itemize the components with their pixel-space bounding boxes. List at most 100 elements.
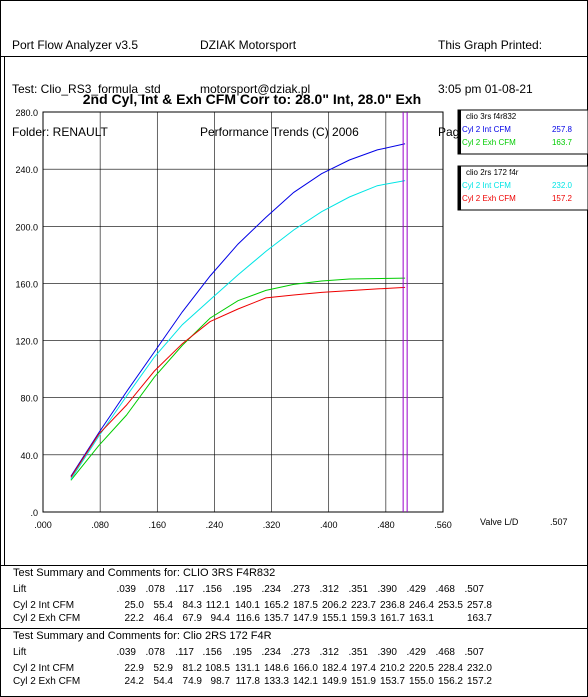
x-tick-label: .480	[377, 520, 395, 530]
table-title: Test Summary and Comments for: CLIO 3RS …	[13, 567, 276, 579]
row-label: Lift	[13, 584, 27, 595]
table-row: Cyl 2 Exh CFM 22.2 46.4 67.9 94.4 116.6 135.7 1…	[0, 612, 588, 625]
table-cell: .195	[232, 647, 252, 658]
table-cell: .039	[116, 647, 136, 658]
table-cell: 228.4	[437, 663, 463, 674]
x-tick-label: .000	[34, 520, 52, 530]
table-cell: 159.3	[350, 613, 376, 624]
table-cell: 94.4	[210, 613, 230, 624]
company-email: motorsport@dziak.pl	[200, 81, 311, 96]
table-cell: .390	[377, 647, 397, 658]
table-cell: 148.6	[263, 663, 289, 674]
x-tick-label: .240	[206, 520, 224, 530]
summary-table: Lift .039 .078 .117 .156 .195 .234 .273 .312 .351…	[0, 646, 588, 688]
x-tick-label: .080	[91, 520, 109, 530]
legend-group-name: clio 2rs 172 f4r	[466, 168, 519, 177]
y-tick-label: .0	[30, 508, 38, 518]
x-tick-label: .160	[149, 520, 167, 530]
table-cell: 165.2	[263, 600, 289, 611]
y-tick-label: 200.0	[15, 222, 38, 232]
table-cell: .117	[175, 647, 194, 658]
table-cell: 81.2	[182, 663, 202, 674]
table-cell: .156	[202, 584, 222, 595]
table-cell: 98.7	[210, 676, 230, 687]
table-row: Cyl 2 Int CFM 25.0 55.4 84.3 112.1 140.1 165.2…	[0, 599, 588, 612]
company-name: DZIAK Motorsport	[200, 38, 297, 52]
table-cell: 163.7	[466, 613, 492, 624]
table-cell: 157.2	[466, 676, 492, 687]
table-cell: .468	[435, 584, 455, 595]
table-title: Test Summary and Comments for: Clio 2RS …	[13, 630, 272, 642]
table-cell: 151.9	[350, 676, 376, 687]
legend-series-value: 232.0	[552, 181, 573, 190]
table-cell: 210.2	[379, 663, 405, 674]
y-tick-label: 80.0	[20, 394, 38, 404]
test-name: Test: Clio_RS3_formula_std	[12, 81, 161, 96]
table-cell: .156	[202, 647, 222, 658]
series-line-g1-exh	[70, 277, 406, 481]
table-cell: .078	[145, 584, 165, 595]
y-tick-label: 40.0	[20, 451, 38, 461]
legend-group-name: clio 3rs f4r832	[466, 112, 517, 121]
plot-area	[42, 111, 444, 513]
row-label: Cyl 2 Int CFM	[13, 600, 75, 611]
table-cell: 166.0	[292, 663, 318, 674]
table-cell: .507	[464, 647, 484, 658]
table-cell: 22.2	[124, 613, 144, 624]
table-cell: 155.1	[321, 613, 347, 624]
app-name: Port Flow Analyzer v3.5	[12, 38, 139, 52]
table-cell: 24.2	[124, 676, 144, 687]
row-label: Cyl 2 Exh CFM	[13, 676, 81, 687]
summary-table: Lift .039 .078 .117 .156 .195 .234 .273 .312 .351…	[0, 583, 588, 625]
table-cell: .312	[319, 647, 339, 658]
table-cell: 142.1	[292, 676, 318, 687]
table-cell: .273	[290, 584, 310, 595]
copyright: Performance Trends (C) 2006	[200, 125, 359, 139]
row-label: Cyl 2 Exh CFM	[13, 613, 81, 624]
y-tick-label: 240.0	[15, 165, 38, 175]
row-label: Cyl 2 Int CFM	[13, 663, 75, 674]
row-label: Lift	[13, 647, 27, 658]
table-cell: .429	[406, 647, 426, 658]
series-line-g2-exh	[70, 286, 406, 478]
table-cell: .117	[175, 584, 194, 595]
table-cell: 149.9	[321, 676, 347, 687]
table-cell: 253.5	[437, 600, 463, 611]
table-cell: 55.4	[153, 600, 173, 611]
table-cell: 52.9	[153, 663, 173, 674]
y-tick-label: 280.0	[15, 108, 38, 118]
chart-divider	[0, 565, 588, 566]
table-cell: 84.3	[182, 600, 202, 611]
table-cell: .312	[319, 584, 339, 595]
table-cell: 74.9	[182, 676, 202, 687]
table-cell: 133.3	[263, 676, 289, 687]
table-cell: 131.1	[234, 663, 260, 674]
table-cell: .351	[348, 584, 368, 595]
table-row: Cyl 2 Exh CFM 24.2 54.4 74.9 98.7 117.8 133.3 1…	[0, 675, 588, 688]
legend-series-name: Cyl 2 Int CFM	[462, 181, 511, 190]
x-tick-label: .400	[320, 520, 338, 530]
x-tick-label: .320	[263, 520, 281, 530]
table-cell: .039	[116, 584, 136, 595]
table-cell: 135.7	[263, 613, 289, 624]
cursor-value-label: .507	[550, 517, 568, 527]
table-divider	[0, 628, 588, 629]
table-cell: 155.0	[408, 676, 434, 687]
printed-label: This Graph Printed:	[438, 38, 543, 52]
table-cell: 257.8	[466, 600, 492, 611]
table-cell: 108.5	[204, 663, 230, 674]
table-cell: 246.4	[408, 600, 434, 611]
table-cell: .234	[261, 647, 281, 658]
table-cell: .429	[406, 584, 426, 595]
x-axis-label: Valve L/D	[480, 517, 519, 527]
legend-series-value: 163.7	[552, 138, 573, 147]
table-cell: .195	[232, 584, 252, 595]
table-cell: 236.8	[379, 600, 405, 611]
chart-title: 2nd Cyl, Int & Exh CFM Corr to: 28.0" In…	[83, 91, 421, 107]
table-cell: 22.9	[124, 663, 144, 674]
legend-box-edge	[458, 110, 461, 154]
table-cell: 46.4	[153, 613, 173, 624]
printed-time: 3:05 pm 01-08-21	[438, 81, 533, 96]
legend-series-name: Cyl 2 Int CFM	[462, 125, 511, 134]
table-row: Lift .039 .078 .117 .156 .195 .234 .273 .312 .351…	[0, 583, 588, 596]
